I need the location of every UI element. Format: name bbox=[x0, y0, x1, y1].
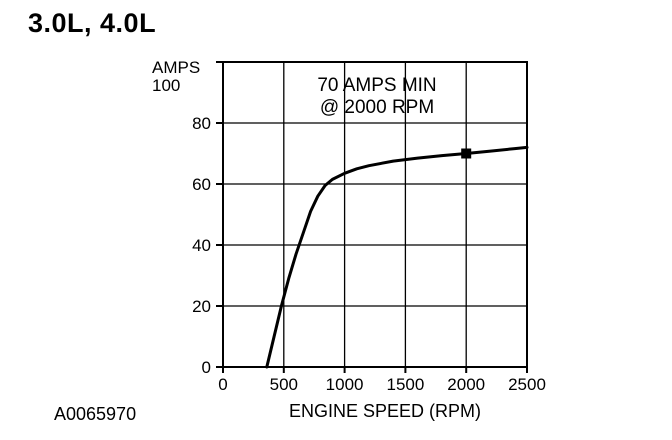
series-line bbox=[265, 145, 529, 369]
y-tick-label: 60 bbox=[192, 175, 211, 194]
x-tick-label: 1000 bbox=[326, 375, 364, 394]
marker-2000-rpm bbox=[461, 148, 472, 159]
y-axis: 0 20 40 60 80 100 bbox=[152, 61, 223, 377]
y-tick-label: 0 bbox=[202, 358, 211, 377]
x-axis: 0 500 1000 1500 2000 2500 bbox=[218, 367, 546, 394]
x-tick-label: 1500 bbox=[386, 375, 424, 394]
y-tick-label: 40 bbox=[192, 236, 211, 255]
plot-frame bbox=[222, 61, 528, 368]
x-tick-label: 500 bbox=[270, 375, 298, 394]
annotation-line: 70 AMPS MIN bbox=[317, 75, 436, 96]
y-tick-label: 100 bbox=[152, 76, 180, 95]
figure-id: A0065970 bbox=[54, 404, 137, 424]
x-tick-label: 2000 bbox=[447, 375, 485, 394]
y-tick-label: 80 bbox=[192, 114, 211, 133]
page-title: 3.0L, 4.0L bbox=[28, 8, 157, 38]
y-axis-label: AMPS bbox=[152, 58, 200, 77]
y-tick-label: 20 bbox=[192, 297, 211, 316]
x-axis-label: ENGINE SPEED (RPM) bbox=[289, 401, 481, 421]
grid-lines bbox=[223, 62, 527, 367]
x-tick-label: 0 bbox=[218, 375, 227, 394]
annotation-line: @ 2000 RPM bbox=[320, 97, 434, 118]
annotation: 70 AMPS MIN@ 2000 RPM bbox=[317, 75, 436, 118]
x-tick-label: 2500 bbox=[508, 375, 546, 394]
